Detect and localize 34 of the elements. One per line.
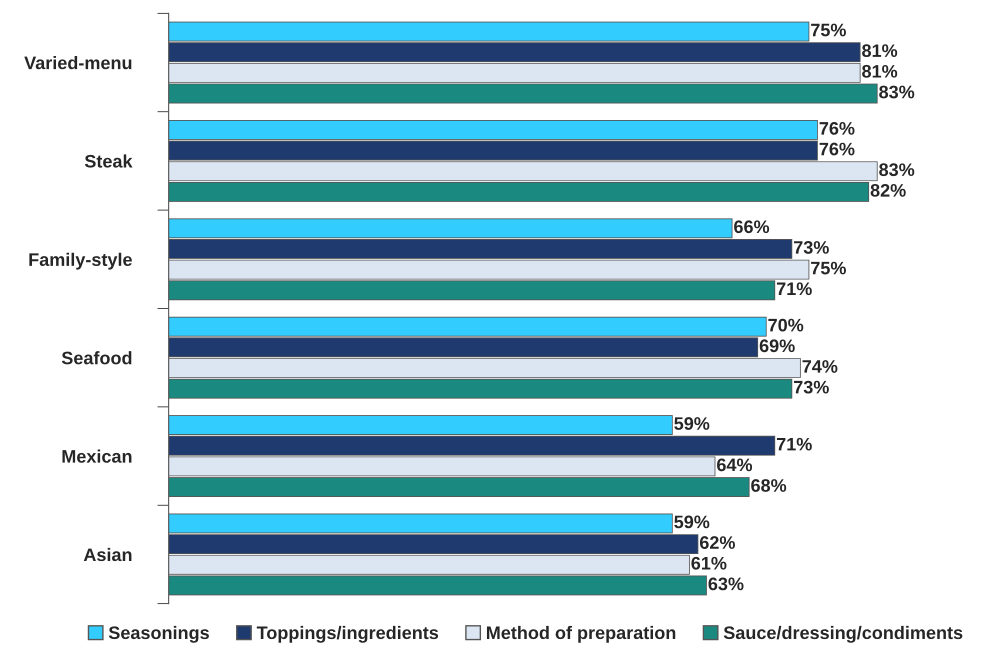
data-label: 62%	[700, 536, 735, 549]
data-label: 82%	[870, 184, 906, 197]
legend-label: Seasonings	[108, 626, 209, 643]
data-label: 81%	[862, 64, 898, 78]
legend-label: Sauce/dressing/condiments	[724, 626, 962, 643]
data-label: 63%	[708, 577, 744, 590]
y-tick-label: Varied-menu	[24, 56, 132, 70]
data-label: 83%	[879, 86, 914, 98]
data-label: 71%	[776, 438, 812, 451]
data-label: 73%	[794, 380, 829, 394]
data-label: 66%	[734, 220, 770, 234]
data-label: 73%	[794, 241, 829, 254]
data-label: 83%	[879, 163, 914, 176]
y-tick-label: Asian	[84, 548, 132, 562]
legend-label: Method of preparation	[486, 626, 676, 643]
y-tick-label: Steak	[84, 154, 133, 168]
data-label: 76%	[820, 122, 855, 135]
data-label: 64%	[717, 458, 752, 472]
y-tick-label: Seafood	[62, 351, 132, 364]
data-label: 61%	[691, 556, 726, 570]
data-label: 76%	[820, 142, 855, 156]
data-label: 75%	[811, 24, 846, 36]
y-tick-label: Mexican	[62, 450, 132, 463]
data-label: 69%	[760, 339, 795, 352]
data-label: 59%	[674, 516, 710, 528]
data-label: 74%	[802, 360, 838, 373]
data-label: 68%	[751, 479, 786, 492]
data-label: 75%	[811, 262, 846, 274]
data-label: 70%	[768, 318, 804, 332]
legend-label: Toppings/ingredients	[256, 626, 438, 643]
data-label: 59%	[674, 417, 710, 430]
data-label: 81%	[862, 44, 898, 58]
y-tick-label: Family-style	[29, 252, 132, 270]
data-label: 71%	[776, 282, 812, 296]
